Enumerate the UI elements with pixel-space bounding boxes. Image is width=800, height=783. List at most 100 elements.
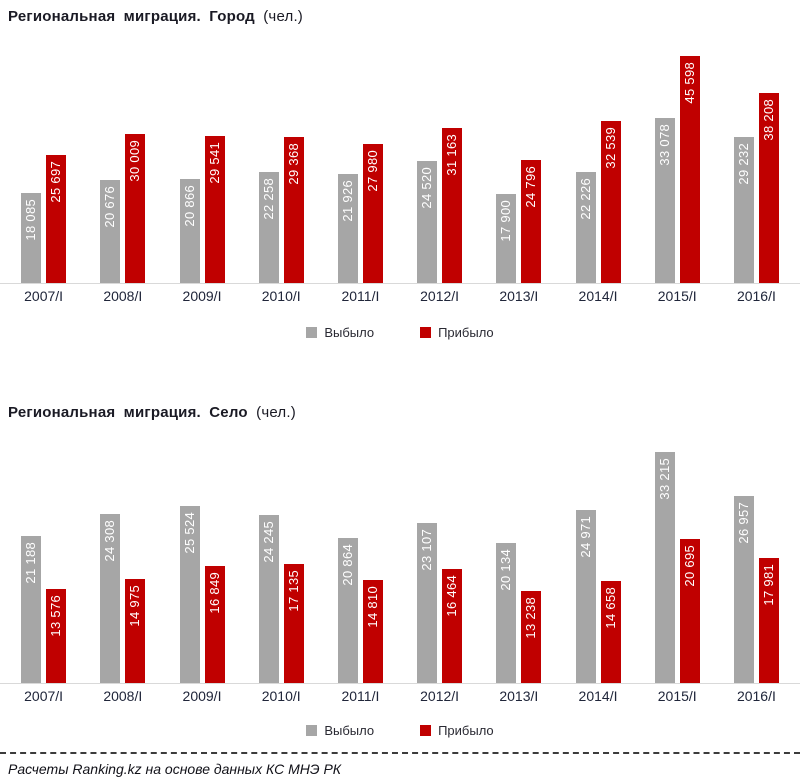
legend-label: Выбыло: [324, 722, 375, 738]
x-axis-label: 2012/I: [420, 688, 460, 704]
bar-value-label: 24 971: [577, 516, 593, 558]
bar-outflow: 20 134: [496, 543, 517, 683]
bar-value-label: 22 226: [577, 178, 593, 220]
x-axis-label: 2007/I: [24, 288, 64, 304]
bar-value-label: 26 957: [735, 502, 751, 544]
bar-inflow: 32 539: [600, 121, 621, 283]
x-axis-label: 2016/I: [736, 288, 776, 304]
bar-value-label: 20 864: [339, 544, 355, 586]
bar-group: 24 245 17 135: [242, 440, 321, 683]
bar-value-label: 30 009: [127, 140, 143, 182]
bar-value-label: 24 520: [419, 167, 435, 209]
bar-value-label: 29 368: [285, 143, 301, 185]
x-axis-label: 2013/I: [499, 288, 539, 304]
bar-value-label: 31 163: [444, 134, 460, 176]
legend-label: Выбыло: [324, 324, 375, 340]
bar-outflow: 22 258: [258, 172, 279, 283]
bar-group: 20 676 30 009: [83, 44, 162, 283]
bar-value-label: 21 926: [339, 180, 355, 222]
bar-inflow: 17 981: [758, 558, 779, 683]
bar-group: 22 226 32 539: [558, 44, 637, 283]
bar-inflow: 38 208: [758, 93, 779, 283]
bar-value-label: 24 308: [102, 520, 118, 562]
x-axis-label: 2015/I: [657, 288, 697, 304]
bar-outflow: 23 107: [417, 523, 438, 683]
bar-inflow: 30 009: [125, 134, 146, 283]
bar-inflow: 14 658: [600, 581, 621, 683]
bar-group: 20 134 13 238: [479, 440, 558, 683]
x-axis-label: 2013/I: [499, 688, 539, 704]
x-axis-label: 2008/I: [103, 288, 143, 304]
bar-inflow: 29 541: [204, 136, 225, 283]
bar-outflow: 20 864: [337, 538, 358, 683]
bar-group: 23 107 16 464: [400, 440, 479, 683]
bar-inflow: 16 464: [442, 569, 463, 683]
bar-inflow: 13 576: [46, 589, 67, 683]
bar-value-label: 24 796: [523, 166, 539, 208]
x-axis-label: 2008/I: [103, 688, 143, 704]
bar-inflow: 16 849: [204, 566, 225, 683]
x-axis-label: 2014/I: [578, 688, 618, 704]
bar-value-label: 14 975: [127, 585, 143, 627]
x-axis-labels-village: 2007/I 2008/I 2009/I 2010/I 2011/I 2012/I 2013…: [0, 684, 800, 706]
bar-inflow: 14 810: [362, 580, 383, 683]
legend-item-inflow: Прибыло: [420, 723, 494, 738]
bar-group: 22 258 29 368: [242, 44, 321, 283]
bar-value-label: 20 866: [181, 185, 197, 227]
legend-label: Прибыло: [438, 722, 494, 738]
bar-value-label: 18 085: [23, 199, 39, 241]
bar-value-label: 16 849: [206, 572, 222, 614]
legend-city: Выбыло Прибыло: [0, 324, 800, 340]
bar-outflow: 25 524: [179, 506, 200, 683]
bar-outflow: 20 676: [100, 180, 121, 283]
bar-value-label: 25 524: [181, 512, 197, 554]
plot-area-village: 21 188 13 576 24 308 14 975 25 524 16 849 24 2…: [0, 440, 800, 684]
bar-value-label: 13 576: [48, 595, 64, 637]
x-axis-label: 2009/I: [182, 288, 222, 304]
bar-inflow: 14 975: [125, 579, 146, 683]
bar-value-label: 16 464: [444, 575, 460, 617]
bar-value-label: 33 078: [656, 124, 672, 166]
x-axis-label: 2011/I: [341, 688, 380, 704]
x-axis-label: 2016/I: [736, 688, 776, 704]
bar-group: 21 188 13 576: [4, 440, 83, 683]
bar-outflow: 24 520: [417, 161, 438, 283]
bar-value-label: 17 900: [498, 200, 514, 242]
bar-group: 26 957 17 981: [717, 440, 796, 683]
bar-group: 17 900 24 796: [479, 44, 558, 283]
chart-title-village-main: Региональная миграция. Село: [8, 404, 248, 421]
legend-item-inflow: Прибыло: [420, 325, 494, 340]
x-axis-labels-city: 2007/I 2008/I 2009/I 2010/I 2011/I 2012/I 2013…: [0, 284, 800, 306]
bar-value-label: 24 245: [260, 521, 276, 563]
bar-outflow: 29 232: [733, 137, 754, 283]
bar-outflow: 26 957: [733, 496, 754, 683]
chart-city-migration: Региональная миграция. Город (чел.) 18 0…: [0, 0, 800, 340]
legend-swatch-icon: [420, 724, 432, 736]
legend-swatch-icon: [306, 724, 318, 736]
bar-value-label: 33 215: [656, 458, 672, 500]
x-axis-label: 2011/I: [341, 288, 380, 304]
bar-group: 24 520 31 163: [400, 44, 479, 283]
x-axis-label: 2014/I: [578, 288, 618, 304]
source-note: Расчеты Ranking.kz на основе данных КС М…: [8, 761, 342, 777]
bar-value-label: 32 539: [602, 127, 618, 169]
bar-value-label: 29 232: [735, 143, 751, 185]
legend-item-outflow: Выбыло: [306, 723, 374, 738]
plot-area-city: 18 085 25 697 20 676 30 009 20 866 29 541 22 2…: [0, 44, 800, 284]
bar-inflow: 31 163: [442, 128, 463, 283]
bar-value-label: 29 541: [206, 142, 222, 184]
legend-swatch-icon: [420, 326, 432, 338]
legend-village: Выбыло Прибыло: [0, 722, 800, 738]
x-axis-label: 2009/I: [182, 688, 222, 704]
bar-inflow: 17 135: [283, 564, 304, 683]
bar-group: 24 971 14 658: [558, 440, 637, 683]
bar-value-label: 22 258: [260, 178, 276, 220]
bar-group: 20 866 29 541: [162, 44, 241, 283]
chart-village-migration: Региональная миграция. Село (чел.) 21 18…: [0, 396, 800, 738]
chart-title-city: Региональная миграция. Город (чел.): [0, 0, 800, 28]
bar-outflow: 22 226: [575, 172, 596, 283]
bar-inflow: 27 980: [362, 144, 383, 283]
bar-value-label: 45 598: [681, 62, 697, 104]
bar-value-label: 27 980: [364, 150, 380, 192]
chart-title-city-main: Региональная миграция. Город: [8, 8, 255, 25]
